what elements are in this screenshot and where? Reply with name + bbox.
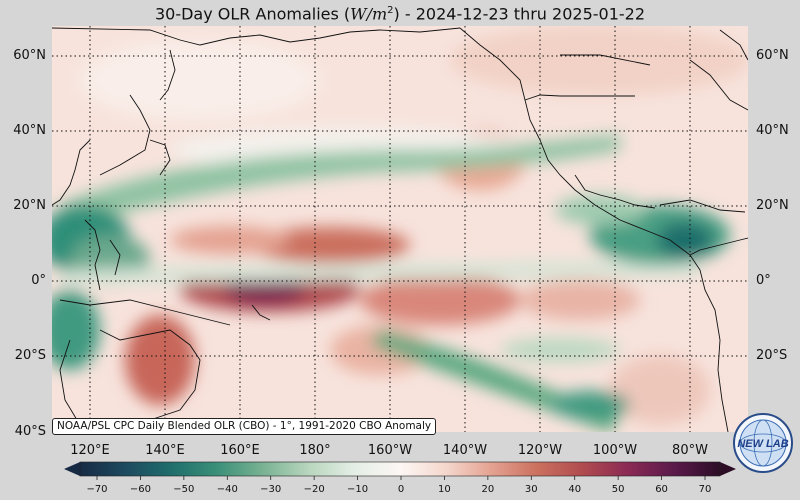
lat-label-left: 40°N [13, 123, 46, 138]
lat-label-right: 0° [756, 273, 771, 288]
colorbar-gradient [79, 461, 721, 477]
colorbar-tick-label: −10 [347, 484, 369, 495]
colorbar-tick-label: −40 [216, 484, 238, 495]
data-credit-label: NOAA/PSL CPC Daily Blended OLR (CBO) - 1… [52, 418, 437, 435]
lon-label: 120°W [517, 443, 563, 458]
colorbar-tick-label: 70 [698, 484, 712, 495]
colorbar-tick-label: −50 [173, 484, 195, 495]
colorbar-tick-label: −60 [129, 484, 151, 495]
lon-label: 160°W [367, 443, 413, 458]
lat-label-left: 40°S [14, 424, 46, 439]
logo-text: NEW LAB [737, 438, 788, 450]
colorbar-tick-label: 20 [481, 484, 495, 495]
colorbar-high-arrow [720, 462, 736, 476]
colorbar-tick-label: 40 [568, 484, 582, 495]
psl-globe-logo-icon: NEW LAB [732, 412, 794, 474]
colorbar-tick-label: −20 [303, 484, 325, 495]
colorbar-tick-label: −30 [260, 484, 282, 495]
lat-label-left: 20°N [13, 198, 46, 213]
colorbar-tick-label: 0 [397, 484, 405, 495]
map-title: 30-Day OLR Anomalies (W/m2) - 2024-12-23… [154, 4, 646, 24]
lon-label: 140°E [145, 443, 185, 458]
lat-label-right: 20°N [756, 198, 789, 213]
lon-label: 80°W [672, 443, 708, 458]
colorbar-tick-label: −70 [86, 484, 108, 495]
lon-label: 180° [299, 443, 331, 458]
lon-label: 140°W [442, 443, 488, 458]
lat-label-right: 60°N [756, 48, 789, 63]
colorbar-tick-label: 60 [655, 484, 668, 495]
lat-label-left: 0° [31, 273, 46, 288]
coastlines [52, 27, 748, 432]
colorbar [64, 461, 736, 477]
colorbar-tick-label: 30 [524, 484, 538, 495]
lon-label: 120°E [70, 443, 110, 458]
anomaly-field [52, 26, 748, 432]
lat-label-right: 40°N [756, 123, 789, 138]
colorbar-tick-label: 10 [438, 484, 451, 495]
lon-label: 160°E [220, 443, 260, 458]
lon-label: 100°W [592, 443, 638, 458]
colorbar-low-arrow [64, 462, 80, 476]
lat-label-left: 20°S [14, 348, 46, 363]
lat-label-left: 60°N [13, 48, 46, 63]
lat-label-right: 20°S [756, 348, 788, 363]
colorbar-tick-label: 50 [611, 484, 625, 495]
